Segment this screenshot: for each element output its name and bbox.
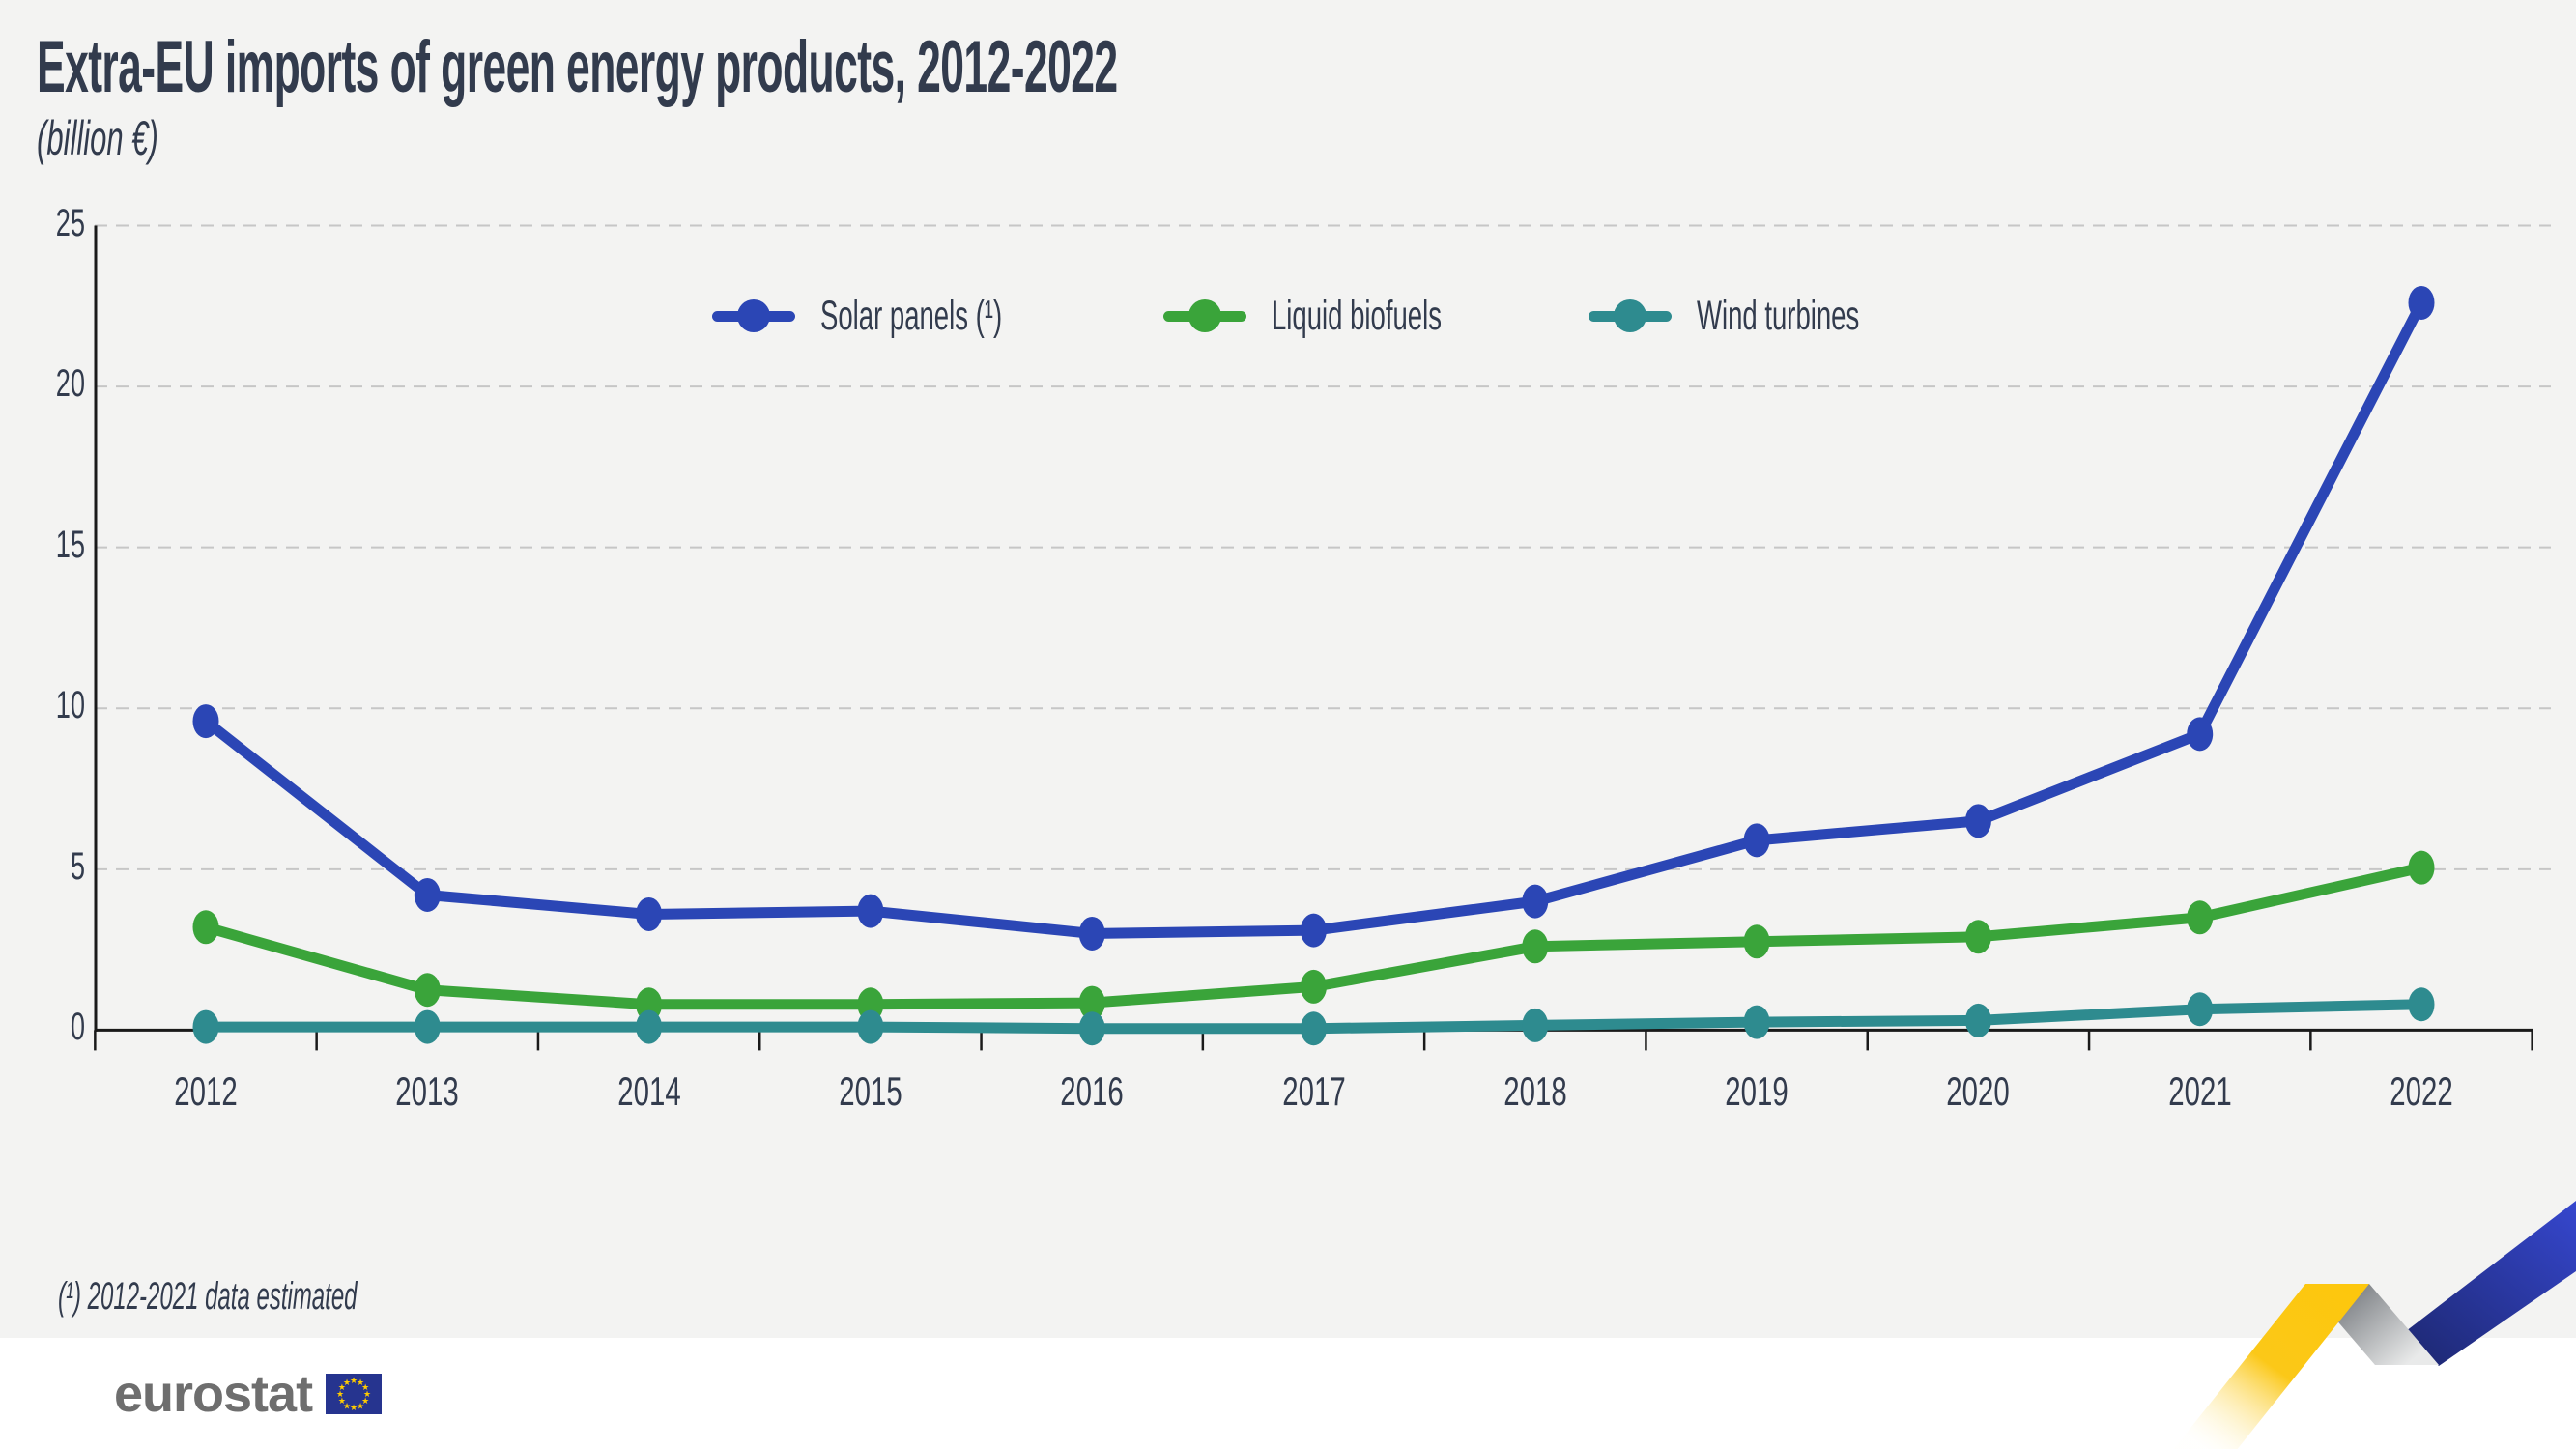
data-point [857, 1009, 884, 1044]
eurostat-logo-text: eurostat [114, 1365, 313, 1423]
liquid-biofuels-legend-marker-icon [1163, 299, 1246, 332]
data-point [1743, 823, 1770, 858]
y-tick-label: 15 [55, 523, 85, 566]
data-point [1078, 1011, 1105, 1046]
x-tick-label: 2021 [2167, 1068, 2232, 1114]
eu-flag-star-icon: ★ [343, 1378, 351, 1388]
chart-title: Extra-EU imports of green energy product… [37, 26, 1118, 108]
data-point [192, 704, 219, 739]
eu-flag-star-icon: ★ [361, 1397, 369, 1406]
data-point [1301, 913, 1327, 948]
y-tick-label: 10 [55, 684, 85, 727]
data-point [192, 910, 219, 945]
data-point [1078, 916, 1105, 951]
footnote: (¹) 2012-2021 data estimated [58, 1275, 358, 1318]
series-line-0 [200, 297, 2427, 939]
x-tick-label: 2022 [2390, 1068, 2453, 1114]
legend-item-liquid-biofuels: Liquid biofuels [1163, 293, 1537, 339]
legend-item-wind-turbines: Wind turbines [1589, 293, 1951, 339]
eu-flag-star-icon: ★ [336, 1390, 344, 1400]
solar-panels-legend-marker-icon [712, 299, 795, 332]
series-lines [192, 285, 2435, 1046]
x-tick-label: 2019 [1725, 1068, 1789, 1114]
x-tick-label: 2014 [616, 1068, 681, 1114]
data-point [1964, 1003, 1991, 1037]
data-point [192, 1009, 219, 1044]
data-point [1522, 884, 1549, 919]
data-point [857, 894, 884, 928]
data-point [414, 877, 441, 912]
data-point [636, 1009, 663, 1044]
data-point [1743, 1005, 1770, 1039]
data-point [1301, 1011, 1327, 1046]
x-tick-label: 2018 [1503, 1068, 1567, 1114]
x-tick-label: 2012 [174, 1068, 238, 1114]
legend-label-wind-turbines: Wind turbines [1697, 292, 1860, 339]
eu-flag-star-icon: ★ [343, 1402, 351, 1411]
x-tick-label: 2020 [1946, 1068, 2011, 1114]
data-point [2187, 900, 2214, 935]
x-tick-label: 2015 [839, 1068, 902, 1114]
data-point [1522, 929, 1549, 964]
data-point [2187, 717, 2214, 752]
eu-flag-star-icon: ★ [361, 1383, 369, 1393]
data-point [636, 896, 663, 931]
eu-flag-star-icon: ★ [363, 1390, 371, 1400]
eu-flag-star-icon: ★ [357, 1402, 364, 1411]
legend-item-solar-panels: Solar panels (¹) [712, 293, 1104, 339]
chart-subtitle: (billion €) [37, 111, 158, 165]
data-point [2408, 987, 2435, 1022]
eu-flag-star-icon: ★ [338, 1397, 346, 1406]
data-point [1964, 920, 1991, 954]
data-point [2408, 285, 2435, 320]
data-point [1522, 1008, 1549, 1042]
data-point [414, 1009, 441, 1044]
y-tick-label: 0 [70, 1006, 85, 1049]
data-point [1078, 985, 1105, 1020]
x-tick-label: 2016 [1060, 1068, 1124, 1114]
data-point [2408, 850, 2435, 885]
gridlines [95, 224, 2551, 870]
eu-flag-star-icon: ★ [350, 1377, 358, 1386]
y-tick-label: 5 [70, 844, 85, 888]
eu-flag-icon: ★★★★★★★★★★★★ [326, 1374, 383, 1414]
eu-flag-star-icon: ★ [357, 1378, 364, 1388]
data-point [1964, 804, 1991, 838]
data-point [1301, 969, 1327, 1004]
y-tick-label: 25 [55, 201, 85, 244]
wind-turbines-legend-marker-icon [1589, 299, 1672, 332]
data-point [414, 973, 441, 1008]
eu-flag-star-icon: ★ [338, 1383, 346, 1393]
x-tick-label: 2017 [1281, 1068, 1346, 1114]
eurostat-logo: eurostat ★ ★ ★ ★ ★ ★ ★ ★ ★ ★ ★ ★ [114, 1364, 383, 1424]
decorative-ribbon [2173, 1201, 2576, 1449]
legend-label-solar-panels: Solar panels (¹) [820, 292, 1003, 339]
data-point [1743, 924, 1770, 959]
eu-flag-star-icon: ★ [350, 1404, 358, 1413]
y-tick-label: 20 [55, 362, 85, 406]
data-point [2187, 992, 2214, 1027]
legend-label-liquid-biofuels: Liquid biofuels [1272, 292, 1442, 339]
ribbon-yellow-stroke [2173, 1284, 2369, 1449]
chart-background [0, 0, 2576, 1338]
x-tick-label: 2013 [395, 1068, 459, 1114]
ribbon-blue-stroke [2406, 1201, 2576, 1366]
